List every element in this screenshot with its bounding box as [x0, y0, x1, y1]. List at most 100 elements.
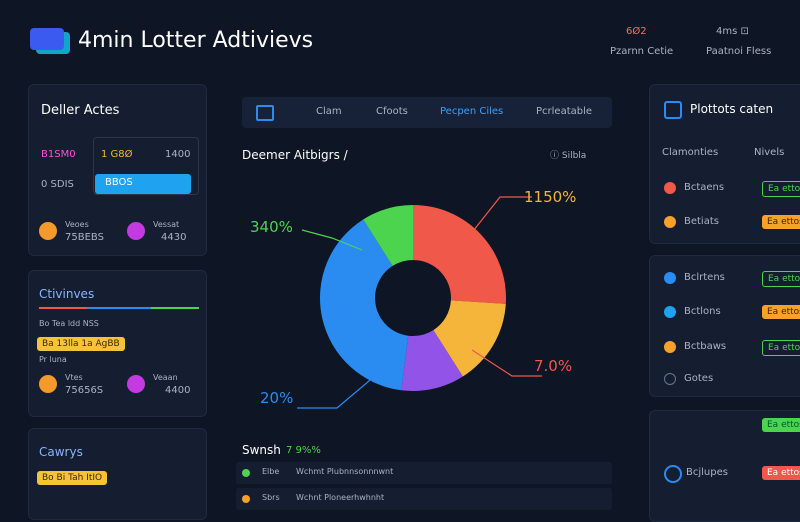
- tag: Ba 13lla 1a AgBB: [37, 337, 125, 351]
- tab[interactable]: Cfoots: [376, 106, 408, 117]
- row-code: Elbe: [262, 467, 280, 476]
- icon: [664, 306, 676, 318]
- status-dot: [242, 495, 250, 503]
- donut-label: 20%: [260, 389, 293, 407]
- stat-label: Paatnoi Fless: [706, 46, 772, 57]
- row-text: Wchmt Plubnnsonnnwnt: [296, 467, 394, 476]
- donut-chart: 1150% 340% 7.0% 20%: [250, 188, 576, 409]
- panel-title: Ctivinves: [39, 287, 95, 301]
- panel: Bclrtens Ea ettos Bctlons Ea ettos Bctba…: [649, 255, 800, 397]
- badge: Ea ettos: [762, 466, 800, 480]
- tab[interactable]: Clam: [316, 106, 342, 117]
- status-dot: [242, 469, 250, 477]
- panel-title: Plottots caten: [690, 102, 774, 116]
- icon: [664, 272, 676, 284]
- donut-slice: [413, 205, 506, 304]
- donut-slice: [363, 205, 413, 266]
- icon: [39, 375, 57, 393]
- cell: 1 G8Ø: [101, 149, 133, 160]
- item-name: Vtes: [65, 373, 83, 382]
- donut-slice: [320, 219, 409, 391]
- stat-label: Pzarnn Cetie: [610, 46, 674, 57]
- row-name: Bctaens: [684, 182, 725, 193]
- panel: Plottots caten Clamonties Nivels Bctaens…: [649, 84, 800, 244]
- row-name: Bcjlupes: [686, 467, 728, 478]
- logo: [30, 28, 64, 50]
- leader: [301, 229, 363, 251]
- cell: B1SM0: [41, 149, 76, 160]
- slices: [320, 205, 506, 391]
- section-stat: 7 9%%: [286, 445, 321, 456]
- row: [236, 462, 612, 484]
- panel: Cawrys Bo Bi Tah ItIO: [28, 428, 207, 520]
- donut-label: 1150%: [524, 188, 576, 206]
- row-name: Bclrtens: [684, 272, 725, 283]
- badge: Ea ettos: [762, 305, 800, 319]
- item-value: 75BEBS: [65, 232, 104, 243]
- tab[interactable]: Pcrleatable: [536, 106, 593, 117]
- leader: [465, 196, 532, 241]
- chart-tools[interactable]: ⓘ Silbla: [550, 151, 587, 161]
- app-title: 4min Lotter Adtivievs: [78, 28, 314, 53]
- cell-box: [93, 137, 199, 195]
- item-name: Vessat: [153, 220, 180, 229]
- panel: Deller Actes B1SM0 1 G8Ø 1400 0 SDIS BBO…: [28, 84, 207, 256]
- icon: [664, 216, 676, 228]
- item-value: 4430: [161, 232, 187, 243]
- row-name: Bctbaws: [684, 341, 727, 352]
- tag: Bo Bi Tah ItIO: [37, 471, 108, 485]
- badge: Ea ettos: [762, 181, 800, 197]
- tab[interactable]: Pecpen Ciles: [440, 106, 504, 117]
- leader: [471, 349, 542, 377]
- row-text: Wchnt Ploneerhwhnht: [296, 493, 385, 502]
- panel: Ea ettos Bcjlupes Ea ettos: [649, 410, 800, 522]
- icon: [664, 465, 682, 483]
- note: Bo Tea ldd NSS: [39, 319, 99, 328]
- item-value: 75656S: [65, 385, 104, 396]
- tab-bar: [242, 97, 612, 128]
- icon: [127, 222, 145, 240]
- panel-icon: [664, 101, 682, 119]
- badge: Ea ettos: [762, 215, 800, 229]
- stat-value: 4ms ⊡: [716, 26, 749, 37]
- row-code: Sbrs: [262, 493, 280, 502]
- row-name: Betiats: [684, 216, 719, 227]
- donut-slice: [433, 300, 506, 377]
- donut-label: 7.0%: [534, 357, 572, 375]
- button[interactable]: BBOS: [95, 174, 191, 194]
- icon: [664, 373, 676, 385]
- leader: [297, 369, 383, 409]
- cell: 1400: [165, 149, 191, 160]
- row-name: Gotes: [684, 373, 714, 384]
- cell: 0 SDIS: [41, 179, 74, 190]
- badge: Ea ettos: [762, 418, 800, 432]
- leaders: [297, 196, 542, 409]
- chart-title: Deemer Aitbigrs /: [242, 148, 348, 162]
- item-value: 4400: [165, 385, 191, 396]
- panel-title: Cawrys: [39, 445, 83, 459]
- donut-slice: [401, 330, 463, 391]
- icon: [664, 341, 676, 353]
- stat-value: 6Ø2: [626, 26, 647, 37]
- divider: [39, 307, 199, 309]
- item-name: Veoes: [65, 220, 89, 229]
- column-header[interactable]: Nivels: [754, 147, 785, 158]
- panel-title: Deller Actes: [41, 103, 120, 118]
- item-name: Veaan: [153, 373, 178, 382]
- button-label: BBOS: [105, 177, 133, 188]
- icon: [664, 182, 676, 194]
- badge: Ea ettos: [762, 340, 800, 356]
- donut-label: 340%: [250, 218, 293, 236]
- row-name: Bctlons: [684, 306, 721, 317]
- section-title: Swnsh: [242, 443, 281, 457]
- icon: [127, 375, 145, 393]
- badge: Ea ettos: [762, 271, 800, 287]
- row: [236, 488, 612, 510]
- tab-icon[interactable]: [256, 105, 274, 121]
- icon: [39, 222, 57, 240]
- panel: Ctivinves Bo Tea ldd NSS Ba 13lla 1a AgB…: [28, 270, 207, 417]
- column-header[interactable]: Clamonties: [662, 147, 719, 158]
- sub: Pr luna: [39, 355, 67, 364]
